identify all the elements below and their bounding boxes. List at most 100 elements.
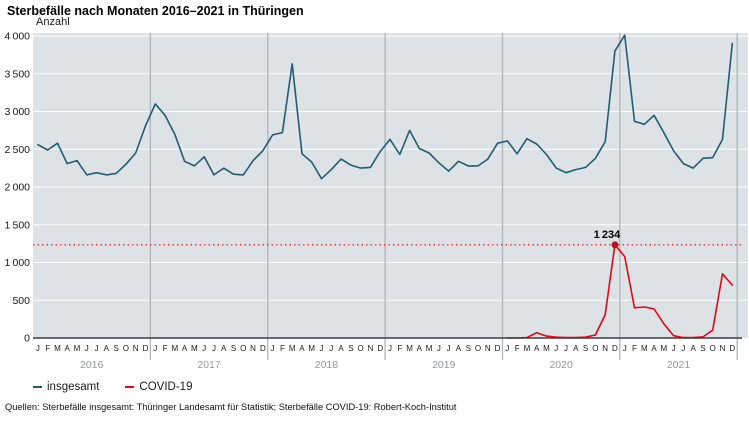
x-tick-month: N [133,344,139,353]
x-tick-month: M [191,344,198,353]
chart-legend: insgesamt COVID-19 [33,381,192,393]
x-tick-month: J [212,344,216,353]
x-tick-month: D [495,344,501,353]
legend-label-covid19: COVID-19 [139,381,193,393]
x-tick-month: N [485,344,491,353]
x-tick-month: J [320,344,324,353]
x-tick-month: D [377,344,383,353]
x-tick-month: A [534,344,540,353]
x-tick-month: S [700,344,705,353]
x-tick-year: 2020 [549,359,573,371]
x-tick-month: N [602,344,608,353]
chart-title: Sterbefälle nach Monaten 2016–2021 in Th… [7,4,304,18]
x-tick-month: A [221,344,227,353]
legend-swatch-covid19-icon [125,386,135,388]
x-tick-month: M [171,344,178,353]
x-tick-month: F [515,344,520,353]
x-tick-month: J [564,344,568,353]
y-tick-label: 0 [24,333,30,345]
peak-marker-dot [611,241,619,249]
y-tick-label: 1 000 [5,257,31,269]
x-tick-month: D [729,344,735,353]
x-tick-month: J [36,344,40,353]
x-tick-month: A [651,344,657,353]
x-tick-month: J [85,344,89,353]
line-chart: 0 500 1 000 1 500 2 000 2 500 3 000 3 500 4 000 1… [5,31,748,371]
x-tick-month: J [672,344,676,353]
x-tick-month: O [475,344,481,353]
y-axis-unit-label: Anzahl [36,16,70,28]
x-tick-month: M [641,344,648,353]
x-tick-month: O [592,344,598,353]
x-tick-month: N [368,344,374,353]
x-tick-month: S [348,344,353,353]
x-tick-month: J [153,344,157,353]
x-tick-month: J [505,344,509,353]
x-tick-month: O [358,344,364,353]
x-tick-month: N [250,344,256,353]
x-tick-month: D [260,344,266,353]
x-tick-month: S [231,344,236,353]
x-tick-month: J [447,344,451,353]
x-tick-month: J [623,344,627,353]
series-line-insgesamt [37,34,734,180]
x-tick-month: A [104,344,110,353]
x-tick-month: M [524,344,531,353]
x-tick-month: J [388,344,392,353]
x-tick-month: A [65,344,71,353]
x-tick-month: S [583,344,588,353]
x-tick-month: F [632,344,637,353]
x-tick-month: S [113,344,118,353]
x-tick-year: 2018 [315,359,339,371]
x-tick-month: M [289,344,296,353]
x-tick-month: J [95,344,99,353]
y-tick-label: 500 [12,295,30,307]
x-tick-month: F [163,344,168,353]
x-tick-year: 2016 [80,359,104,371]
y-tick-label: 3 000 [5,106,31,118]
x-tick-month: O [240,344,246,353]
x-tick-month: F [45,344,50,353]
x-tick-month: M [426,344,433,353]
sources-line: Quellen: Sterbefälle insgesamt: Thüringe… [5,402,457,412]
x-tick-month: J [437,344,441,353]
x-tick-year: 2017 [197,359,221,371]
y-tick-label: 2 000 [5,182,31,194]
x-tick-month: J [271,344,275,353]
x-tick-year: 2019 [432,359,456,371]
peak-annotation: 1 234 [594,229,622,241]
x-tick-month: M [308,344,315,353]
x-tick-month: O [710,344,716,353]
x-tick-month: D [143,344,149,353]
x-tick-month: J [202,344,206,353]
x-tick-month: J [329,344,333,353]
x-tick-month: A [691,344,697,353]
x-tick-month: J [681,344,685,353]
y-tick-label: 3 500 [5,68,31,80]
y-tick-label: 4 000 [5,31,31,43]
x-tick-month: F [280,344,285,353]
x-tick-month: M [74,344,81,353]
x-tick-month: J [554,344,558,353]
legend-swatch-insgesamt-icon [33,386,42,388]
x-tick-month: S [466,344,471,353]
legend-item-insgesamt: insgesamt [33,381,99,393]
x-tick-month: A [299,344,305,353]
x-tick-month: M [661,344,668,353]
x-tick-month: A [573,344,579,353]
x-tick-month: D [612,344,618,353]
legend-item-covid19: COVID-19 [125,381,192,393]
x-tick-month: M [543,344,550,353]
x-tick-month: A [417,344,423,353]
legend-label-insgesamt: insgesamt [47,381,100,393]
x-tick-year: 2021 [667,359,691,371]
x-tick-month: F [397,344,402,353]
x-tick-month: A [456,344,462,353]
x-tick-month: A [182,344,188,353]
y-tick-label: 1 500 [5,219,31,231]
x-tick-month: N [720,344,726,353]
x-tick-month: A [338,344,344,353]
x-tick-month: O [123,344,129,353]
x-tick-month: M [54,344,61,353]
